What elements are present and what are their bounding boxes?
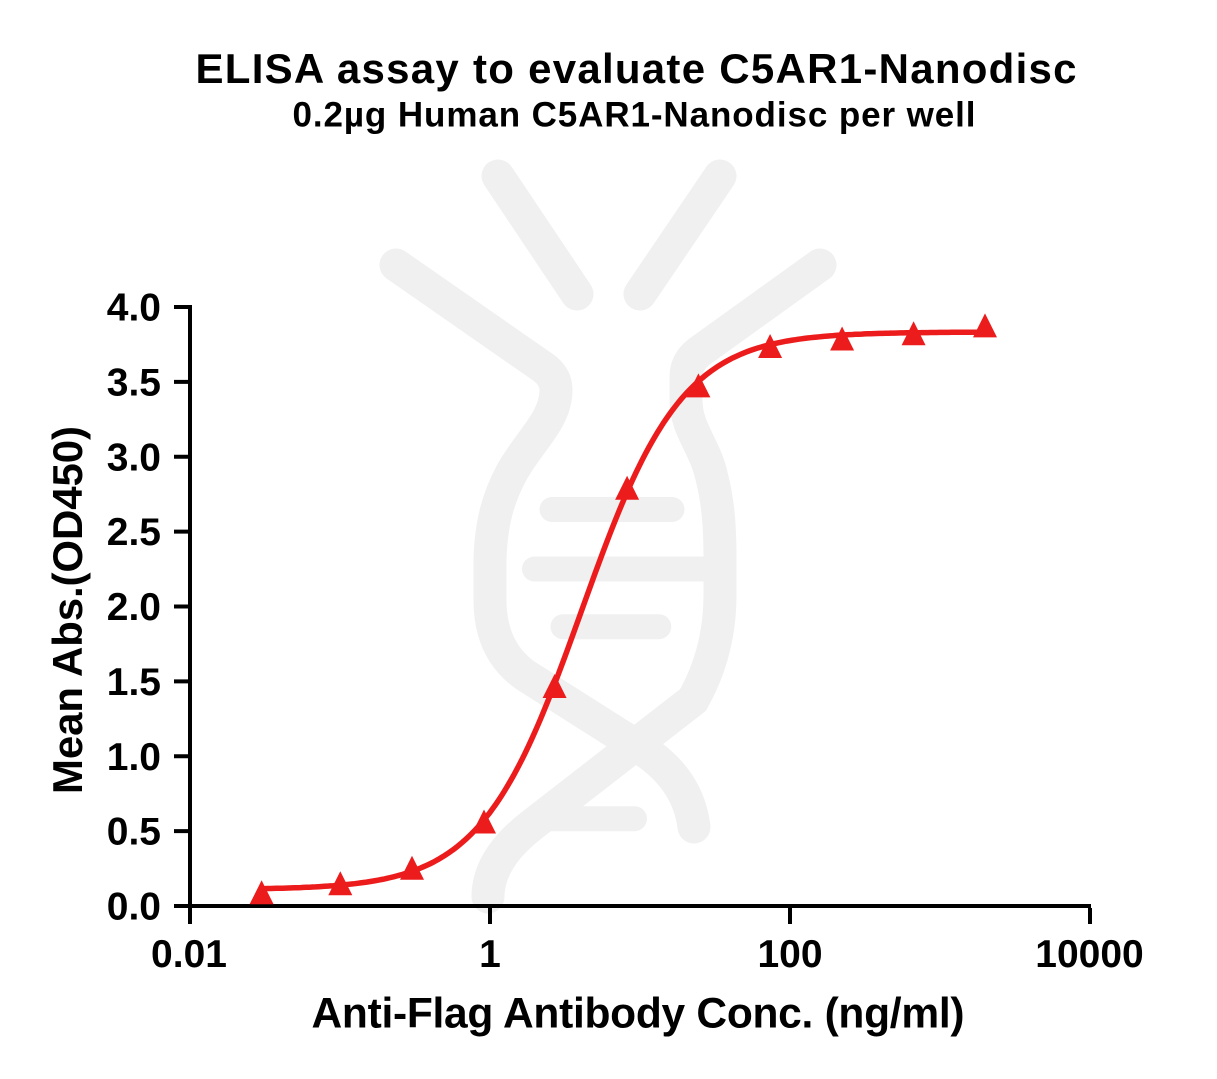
svg-text:0.5: 0.5 <box>107 811 161 854</box>
svg-text:Anti-Flag Antibody Conc. (ng/m: Anti-Flag Antibody Conc. (ng/ml) <box>312 991 965 1038</box>
svg-text:0.01: 0.01 <box>151 933 227 976</box>
svg-text:3.0: 3.0 <box>107 436 161 479</box>
svg-text:4.0: 4.0 <box>107 287 161 330</box>
svg-text:3.5: 3.5 <box>107 361 161 404</box>
svg-text:1: 1 <box>479 933 501 976</box>
svg-text:10000: 10000 <box>1035 933 1143 976</box>
svg-text:1.0: 1.0 <box>107 736 161 779</box>
svg-text:100: 100 <box>757 933 822 976</box>
svg-text:2.0: 2.0 <box>107 586 161 629</box>
svg-text:0.2µg Human C5AR1-Nanodisc per: 0.2µg Human C5AR1-Nanodisc per well <box>293 96 976 135</box>
svg-text:0.0: 0.0 <box>107 886 161 929</box>
svg-text:ELISA assay to evaluate C5AR1-: ELISA assay to evaluate C5AR1-Nanodisc <box>196 45 1077 92</box>
svg-text:1.5: 1.5 <box>107 661 161 704</box>
svg-text:Mean Abs.(OD450): Mean Abs.(OD450) <box>44 426 91 794</box>
svg-text:2.5: 2.5 <box>107 511 161 554</box>
